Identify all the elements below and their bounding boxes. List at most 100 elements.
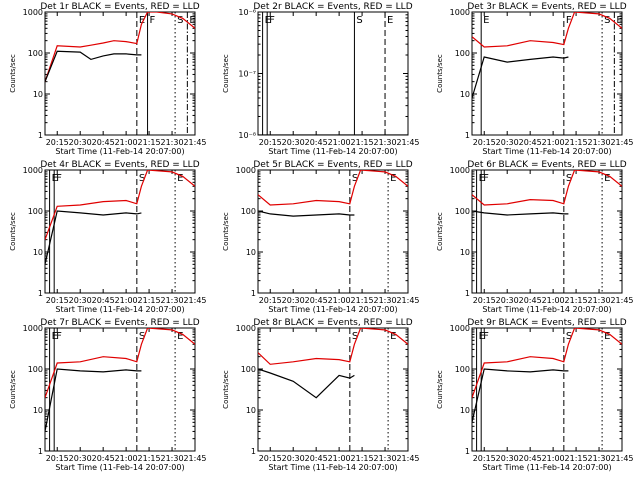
lld-rate-curve	[45, 328, 195, 398]
y-tick-label: 100	[241, 207, 256, 216]
event-marker-label: E	[177, 331, 183, 342]
event-marker-label: F	[483, 331, 489, 342]
y-tick-label: 1000	[236, 324, 256, 333]
panel-det-9: Det 9r BLACK = Events, RED = LLD 20:15 20:…	[436, 318, 634, 472]
x-tick-label: 21:30	[374, 296, 397, 305]
event-marker-label: F	[566, 15, 572, 26]
x-tick-label: 21:45	[396, 296, 419, 305]
panel-title: Det 9r BLACK = Events, RED = LLD	[467, 318, 626, 328]
y-axis-label: Counts/sec	[9, 54, 17, 93]
y-tick-label: 1	[38, 131, 43, 140]
x-tick-label: 21:00	[115, 454, 138, 463]
x-axis-label: Start Time (11-Feb-14 20:07:00)	[482, 305, 611, 314]
x-tick-label: 20:30	[496, 454, 519, 463]
lld-rate-curve	[472, 12, 622, 48]
x-tick-label: 21:00	[328, 296, 351, 305]
y-axis-label: Counts/sec	[222, 212, 230, 251]
x-tick-label: 20:45	[305, 296, 328, 305]
x-tick-label: 21:15	[565, 296, 588, 305]
lld-rate-curve	[472, 328, 622, 398]
panel-title: Det 1r BLACK = Events, RED = LLD	[40, 2, 199, 12]
y-tick-label: 1	[38, 447, 43, 456]
y-tick-label: 100	[455, 49, 470, 58]
y-tick-label: 1000	[450, 166, 470, 175]
y-tick-label: 10	[246, 406, 256, 415]
y-tick-label: 100	[455, 365, 470, 374]
events-rate-curve	[45, 50, 142, 82]
event-marker-label: S	[139, 173, 145, 184]
x-tick-label: 21:00	[542, 296, 565, 305]
x-tick-label: 21:00	[115, 138, 138, 147]
event-marker-label: S	[139, 331, 145, 342]
x-tick-label: 21:15	[351, 296, 374, 305]
x-tick-label: 20:30	[69, 454, 92, 463]
event-marker-label: E	[52, 173, 58, 184]
x-tick-label: 21:15	[138, 296, 161, 305]
x-tick-label: 21:30	[374, 138, 397, 147]
y-tick-label: 1	[465, 131, 470, 140]
y-tick-label: 10	[460, 90, 470, 99]
event-marker-label: F	[269, 15, 275, 26]
x-tick-label: 20:45	[92, 138, 115, 147]
x-tick-label: 20:15	[473, 454, 496, 463]
x-axis-label: Start Time (11-Feb-14 20:07:00)	[55, 147, 184, 156]
y-axis-label: Counts/sec	[222, 54, 230, 93]
event-marker-label: S	[356, 15, 362, 26]
events-rate-curve	[258, 210, 355, 217]
event-marker-label: E	[483, 15, 489, 26]
y-axis-label: Counts/sec	[436, 54, 444, 93]
y-tick-label: 10	[33, 406, 43, 415]
y-tick-label: 10	[460, 248, 470, 257]
event-marker-label: F	[56, 331, 62, 342]
x-tick-label: 20:30	[69, 138, 92, 147]
x-tick-label: 20:45	[92, 296, 115, 305]
x-tick-label: 20:30	[282, 296, 305, 305]
event-marker-label: E	[604, 173, 610, 184]
x-tick-label: 20:30	[282, 454, 305, 463]
x-tick-label: 21:45	[610, 138, 633, 147]
y-axis-label: Counts/sec	[436, 370, 444, 409]
x-tick-label: 21:15	[565, 138, 588, 147]
lld-rate-curve	[45, 12, 195, 82]
x-tick-label: 20:45	[519, 296, 542, 305]
x-tick-label: 20:30	[496, 296, 519, 305]
x-tick-label: 21:15	[565, 454, 588, 463]
x-tick-label: 21:00	[115, 296, 138, 305]
plot-frame	[44, 327, 196, 452]
y-tick-label: 1000	[23, 324, 43, 333]
panel-title: Det 5r BLACK = Events, RED = LLD	[253, 160, 412, 170]
x-tick-label: 21:15	[138, 138, 161, 147]
x-tick-label: 21:00	[328, 454, 351, 463]
y-tick-label: 1000	[23, 8, 43, 17]
y-tick-label: 1	[465, 289, 470, 298]
x-tick-label: 21:45	[396, 454, 419, 463]
y-axis-label: Counts/sec	[9, 370, 17, 409]
x-axis-label: Start Time (11-Feb-14 20:07:00)	[482, 463, 611, 472]
x-tick-label: 20:45	[92, 454, 115, 463]
plot-frame	[44, 169, 196, 294]
y-tick-label: 10	[33, 248, 43, 257]
event-marker-label: S	[604, 15, 610, 26]
y-axis-label: Counts/sec	[436, 212, 444, 251]
x-tick-label: 20:30	[69, 296, 92, 305]
y-axis-label: Counts/sec	[9, 212, 17, 251]
x-tick-label: 21:00	[328, 138, 351, 147]
x-tick-label: 20:15	[46, 454, 69, 463]
x-tick-label: 20:15	[259, 138, 282, 147]
y-tick-label: 10	[460, 406, 470, 415]
events-rate-curve	[258, 368, 355, 399]
y-tick-label: 1000	[236, 166, 256, 175]
y-tick-label: 1000	[450, 8, 470, 17]
x-tick-label: 20:30	[496, 138, 519, 147]
plot-frame	[471, 169, 623, 294]
x-tick-label: 21:45	[610, 296, 633, 305]
y-tick-label: 100	[455, 207, 470, 216]
x-tick-label: 20:45	[519, 138, 542, 147]
x-tick-label: 21:30	[161, 296, 184, 305]
x-tick-label: 21:15	[138, 454, 161, 463]
y-tick-label: 100	[241, 365, 256, 374]
y-tick-label: 10⁻⁸	[238, 131, 256, 140]
